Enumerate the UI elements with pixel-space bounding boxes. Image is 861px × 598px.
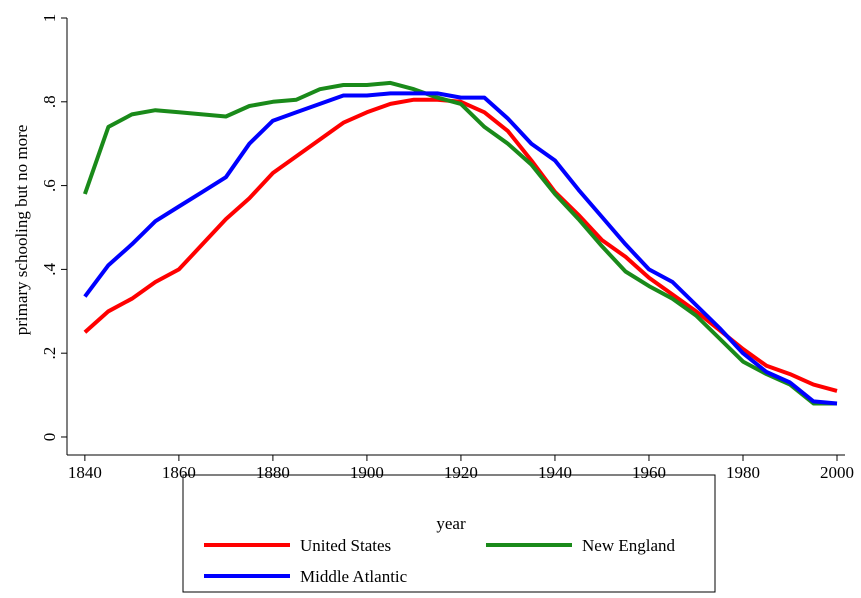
- legend-label: United States: [300, 536, 391, 555]
- x-tick-label: 2000: [820, 463, 854, 482]
- x-tick-label: 1880: [256, 463, 290, 482]
- x-tick-label: 1960: [632, 463, 666, 482]
- legend-label: New England: [582, 536, 676, 555]
- x-tick-label: 1920: [444, 463, 478, 482]
- legend-box: [182, 474, 716, 593]
- y-tick-label: 0: [40, 433, 59, 442]
- legend-label: Middle Atlantic: [300, 567, 408, 586]
- x-axis-label: year: [436, 514, 466, 533]
- y-tick-label: .6: [40, 179, 59, 192]
- y-tick-label: .4: [40, 263, 59, 276]
- x-tick-label: 1840: [68, 463, 102, 482]
- series-line: [83, 91, 838, 406]
- y-tick-label: .2: [40, 347, 59, 360]
- y-axis-label: primary schooling but no more: [12, 125, 31, 336]
- series-line: [83, 80, 837, 406]
- x-tick-label: 1980: [726, 463, 760, 482]
- series-line: [83, 97, 838, 393]
- y-tick-label: .8: [40, 95, 59, 108]
- y-tick-label: 1: [40, 14, 59, 23]
- x-tick-label: 1940: [538, 463, 572, 482]
- x-tick-label: 1860: [162, 463, 196, 482]
- x-tick-label: 1900: [350, 463, 384, 482]
